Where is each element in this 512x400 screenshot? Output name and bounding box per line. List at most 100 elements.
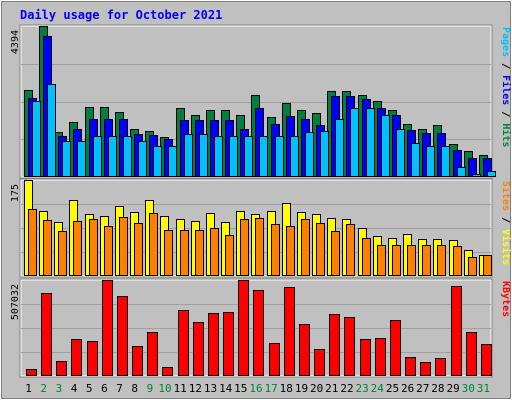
bar-pages-day-11 [184, 134, 193, 177]
day-label: 9 [147, 382, 154, 395]
legend-separator: / [500, 57, 511, 75]
bar-sites-day-27 [422, 245, 431, 276]
legend-pages: Pages [500, 27, 511, 57]
series-sites [28, 209, 492, 276]
day-label: 15 [234, 382, 247, 395]
bar-kbytes-day-23 [360, 339, 371, 376]
bar-pages-day-29 [457, 167, 466, 177]
bar-kbytes-day-1 [26, 369, 37, 376]
bar-sites-day-19 [301, 219, 310, 276]
bar-kbytes-day-18 [284, 287, 295, 376]
bar-kbytes-day-16 [253, 290, 264, 376]
bar-kbytes-day-6 [102, 280, 113, 376]
bar-pages-day-6 [108, 136, 117, 177]
bar-sites-day-2 [43, 220, 52, 276]
bar-sites-day-22 [346, 224, 355, 276]
day-label: 29 [446, 382, 459, 395]
day-label: 30 [462, 382, 475, 395]
bar-sites-day-6 [104, 226, 113, 276]
bar-kbytes-day-24 [375, 338, 386, 376]
bar-pages-day-20 [320, 131, 329, 177]
day-label: 31 [477, 382, 490, 395]
bar-pages-day-21 [335, 119, 344, 177]
bar-kbytes-day-27 [420, 362, 431, 376]
bar-pages-day-23 [366, 108, 375, 177]
bar-sites-day-8 [134, 223, 143, 276]
bar-sites-day-3 [58, 231, 67, 276]
bar-kbytes-day-13 [208, 313, 219, 376]
day-label: 20 [310, 382, 323, 395]
bar-sites-day-9 [149, 213, 158, 276]
day-label: 17 [265, 382, 278, 395]
bar-pages-day-24 [381, 115, 390, 177]
bar-kbytes-day-29 [451, 286, 462, 376]
day-label: 11 [174, 382, 187, 395]
day-label: 8 [131, 382, 138, 395]
bar-pages-day-9 [153, 146, 162, 177]
legend-kbytes: KBytes [500, 281, 511, 317]
day-label: 21 [325, 382, 338, 395]
bar-pages-day-3 [62, 141, 71, 177]
day-label: 26 [401, 382, 414, 395]
legend-sites: Sites [500, 181, 512, 211]
legend-separator: / [500, 211, 511, 229]
bar-pages-day-2 [47, 84, 56, 177]
y-max-label: 175 [10, 184, 21, 202]
bar-files-day-30 [468, 158, 477, 177]
legend-separator: / [500, 105, 511, 123]
bar-sites-day-29 [453, 246, 462, 276]
bar-sites-day-1 [28, 209, 37, 276]
bar-kbytes-day-9 [147, 332, 158, 376]
chart-title: Daily usage for October 2021 [20, 8, 222, 22]
day-label: 6 [101, 382, 108, 395]
panel-2: 175 Sites / Visits [10, 178, 512, 278]
bar-pages-day-30 [472, 174, 481, 177]
bar-pages-day-22 [350, 108, 359, 177]
bar-sites-day-30 [468, 257, 477, 276]
bar-kbytes-day-10 [162, 367, 173, 376]
bar-pages-day-5 [93, 136, 102, 177]
bar-sites-day-16 [255, 218, 264, 276]
legend-files: Files [500, 75, 512, 105]
bar-pages-day-8 [138, 141, 147, 177]
bar-pages-day-14 [229, 136, 238, 177]
day-label: 7 [116, 382, 123, 395]
bar-pages-day-26 [411, 143, 420, 177]
day-label: 2 [40, 382, 47, 395]
day-label: 12 [189, 382, 202, 395]
panel-border [19, 24, 493, 179]
panel-border [19, 178, 493, 278]
bar-kbytes-day-20 [314, 349, 325, 376]
bar-sites-day-11 [180, 230, 189, 276]
bar-sites-day-25 [392, 245, 401, 276]
bar-sites-day-28 [437, 245, 446, 276]
bar-pages-day-25 [396, 129, 405, 177]
bar-sites-day-18 [286, 226, 295, 276]
y-max-label: 507032 [10, 284, 21, 320]
day-label: 4 [71, 382, 78, 395]
bar-sites-day-13 [210, 228, 219, 276]
panel-border [19, 278, 493, 378]
bar-pages-day-15 [244, 136, 253, 177]
bar-sites-day-21 [331, 231, 340, 276]
series-kbytes [26, 280, 492, 376]
bar-pages-day-12 [199, 134, 208, 177]
day-label: 1 [25, 382, 32, 395]
legend-hits: Hits [500, 123, 512, 147]
bar-sites-day-12 [195, 230, 204, 276]
bar-kbytes-day-7 [117, 296, 128, 376]
day-label: 14 [219, 382, 233, 395]
bar-pages-day-4 [77, 141, 86, 177]
bar-pages-day-17 [275, 136, 284, 177]
day-label: 5 [86, 382, 93, 395]
day-label: 16 [249, 382, 262, 395]
day-label: 22 [340, 382, 353, 395]
bar-pages-day-1 [32, 101, 41, 177]
bar-sites-day-10 [164, 230, 173, 276]
day-label: 18 [280, 382, 293, 395]
bar-kbytes-day-12 [193, 322, 204, 376]
bar-sites-day-26 [407, 245, 416, 276]
bar-sites-day-15 [240, 219, 249, 276]
